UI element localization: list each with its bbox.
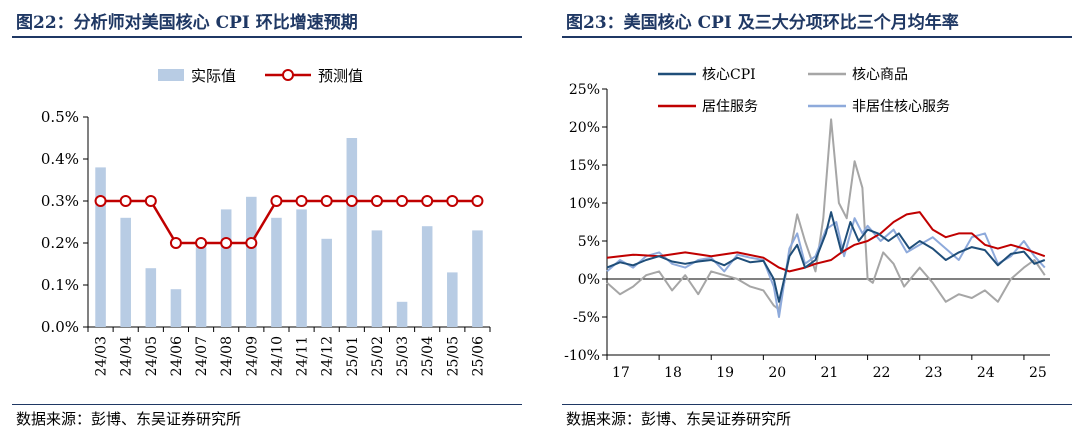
y-tick-label: -5% xyxy=(573,310,600,326)
bar xyxy=(271,217,282,327)
x-tick-label: 24/08 xyxy=(219,336,235,376)
x-tick-label: 24/05 xyxy=(144,336,160,376)
x-tick-label: 25/02 xyxy=(370,336,386,376)
forecast-point xyxy=(320,195,333,207)
x-tick-label: 25/03 xyxy=(395,336,411,376)
legend-label-forecast: 预测值 xyxy=(318,67,363,85)
y-tick-label: 25% xyxy=(569,82,600,98)
bar xyxy=(321,238,332,327)
bottom-rule xyxy=(562,404,1072,405)
legend-label: 居住服务 xyxy=(702,99,758,115)
forecast-point xyxy=(446,195,459,207)
x-tick-label: 24 xyxy=(977,365,995,381)
y-tick-label: 10% xyxy=(569,196,600,212)
forecast-point xyxy=(169,237,182,249)
bar xyxy=(346,138,358,327)
forecast-point xyxy=(245,237,258,249)
series-line-0 xyxy=(606,211,1046,303)
forecast-point xyxy=(345,195,358,207)
bar xyxy=(396,301,408,327)
bar xyxy=(296,209,307,327)
forecast-point xyxy=(144,195,157,207)
x-tick-label: 24/09 xyxy=(244,336,260,376)
forecast-point xyxy=(421,195,434,207)
x-tick-label: 25/04 xyxy=(420,336,436,376)
title-rule xyxy=(562,36,1072,38)
legend-label: 核心CPI xyxy=(702,67,756,83)
right-chart-panel: 图23：美国核心 CPI 及三大分项环比三个月均年率 -10% -5% 0% 5% 10… xyxy=(550,0,1080,440)
x-tick-label: 20 xyxy=(768,365,786,381)
x-tick-label: 25/01 xyxy=(345,336,361,376)
bottom-rule xyxy=(12,404,522,405)
x-tick-label: 25/06 xyxy=(470,336,486,376)
x-tick-label: 23 xyxy=(925,365,943,381)
y-tick-label: 0.0% xyxy=(41,318,79,336)
x-tick-label: 24/06 xyxy=(169,336,185,376)
y-tick-label: 0.4% xyxy=(41,150,79,168)
x-tick-label: 17 xyxy=(612,365,630,381)
title-rule xyxy=(12,36,522,38)
x-tick-label: 24/07 xyxy=(194,336,210,376)
bar-line-chart: 0.0% 0.1% 0.2% 0.3% 0.4% 0.5% 24/03 24/04 24/05 2… xyxy=(41,67,491,376)
forecast-point xyxy=(195,237,208,249)
left-chart-panel: 图22：分析师对美国核心 CPI 环比增速预期 0.0% 0.1% 0.2% 0.3%… xyxy=(0,0,530,440)
y-tick-label: 15% xyxy=(569,158,600,174)
bar xyxy=(220,209,232,327)
y-tick-label: 0.3% xyxy=(41,192,79,210)
bar xyxy=(145,268,157,327)
x-tick-label: 24/12 xyxy=(320,336,336,376)
legend-label-actual: 实际值 xyxy=(191,67,236,85)
bar xyxy=(371,230,383,327)
x-tick-label: 25 xyxy=(1029,365,1047,381)
x-tick-label: 24/04 xyxy=(119,336,135,376)
forecast-point xyxy=(94,195,107,207)
bar xyxy=(246,196,257,327)
y-tick-label: 20% xyxy=(569,120,600,136)
forecast-point xyxy=(295,195,308,207)
x-tick-label: 24/03 xyxy=(94,336,110,376)
bar xyxy=(195,247,207,327)
source-note: 数据来源：彭博、东吴证券研究所 xyxy=(16,410,242,428)
multi-line-chart: -10% -5% 0% 5% 10% 15% 20% 25% 17 18 19 20 21 22 23 24 2… xyxy=(564,67,1050,381)
legend-label: 非居住核心服务 xyxy=(852,99,950,115)
y-tick-label: 0.5% xyxy=(41,108,79,126)
y-tick-label: 0.2% xyxy=(41,234,79,252)
bar xyxy=(472,230,483,327)
x-tick-label: 19 xyxy=(716,365,734,381)
y-tick-label: 0.1% xyxy=(41,276,79,294)
legend-label: 核心商品 xyxy=(852,67,908,83)
y-tick-label: 5% xyxy=(578,234,600,250)
bar xyxy=(170,289,182,327)
series-line-1 xyxy=(606,118,1046,311)
chart-title: 图22：分析师对美国核心 CPI 环比增速预期 xyxy=(16,13,358,33)
bar xyxy=(447,272,458,327)
forecast-point xyxy=(396,195,409,207)
x-tick-label: 24/11 xyxy=(295,336,311,376)
legend-swatch-actual xyxy=(158,69,184,81)
x-tick-label: 22 xyxy=(873,365,891,381)
x-tick-label: 18 xyxy=(664,365,682,381)
forecast-point xyxy=(370,195,383,207)
x-tick-label: 25/05 xyxy=(445,336,461,376)
bar xyxy=(421,226,433,327)
forecast-point xyxy=(119,195,132,207)
source-note: 数据来源：彭博、东吴证券研究所 xyxy=(566,410,792,428)
y-tick-label: 0% xyxy=(578,272,600,288)
legend-marker-forecast xyxy=(282,69,294,81)
y-tick-label: -10% xyxy=(564,348,600,364)
forecast-point xyxy=(220,237,233,249)
bar xyxy=(120,217,131,327)
bar xyxy=(95,167,106,327)
forecast-point xyxy=(471,195,484,207)
forecast-line xyxy=(100,199,478,245)
chart-title: 图23：美国核心 CPI 及三大分项环比三个月均年率 xyxy=(566,13,959,33)
x-tick-label: 21 xyxy=(820,365,838,381)
x-tick-label: 24/10 xyxy=(269,336,285,376)
series-line-2 xyxy=(606,211,1046,273)
forecast-point xyxy=(270,195,283,207)
